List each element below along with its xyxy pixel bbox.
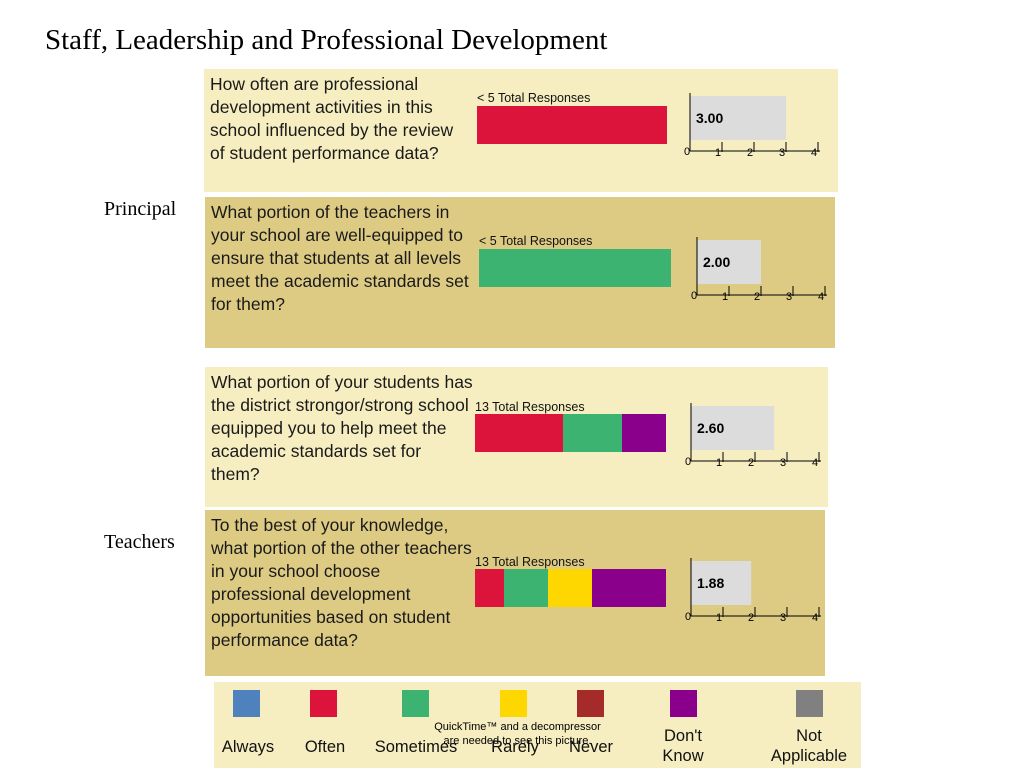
x-tick-label: 0 (691, 290, 697, 302)
x-tick-label: 4 (812, 612, 818, 624)
mean-bar (691, 406, 775, 450)
response-distribution-bar (475, 414, 666, 452)
x-tick-label: 3 (780, 612, 786, 624)
question-text: What portion of the teachers in your sch… (211, 202, 469, 314)
mean-score-chart: 3.00 0 1 2 3 4 (684, 93, 820, 159)
legend-label-never: Never (568, 738, 613, 756)
x-tick-label: 3 (780, 457, 786, 469)
mean-value-label: 3.00 (696, 110, 723, 126)
question-panel-1: What portion of the teachers in your sch… (205, 197, 835, 348)
question-text: What portion of your students has the di… (211, 372, 473, 484)
question-panel-3: To the best of your knowledge, what port… (205, 510, 825, 676)
legend-swatch-sometimes (402, 690, 429, 717)
mean-value-label: 2.60 (697, 420, 724, 436)
legend-label-rarely: Rarely (491, 738, 539, 756)
bar-segment-sometimes (562, 414, 623, 452)
x-tick-label: 1 (715, 147, 721, 159)
x-tick-label: 4 (812, 457, 818, 469)
mean-value-label: 1.88 (697, 575, 724, 591)
legend-label-not-applicable: Not Applicable (770, 727, 848, 765)
mean-score-chart: 1.88 0 1 2 3 4 (685, 558, 821, 624)
x-tick-label: 2 (754, 291, 760, 303)
legend-label-always: Always (221, 738, 275, 756)
legend: Always Often Sometimes Rarely Never Don'… (214, 682, 861, 768)
x-tick-label: 4 (811, 147, 817, 159)
quicktime-placeholder-note: QuickTime™ and a decompressor are needed… (434, 721, 601, 747)
x-tick-label: 3 (786, 291, 792, 303)
legend-swatch-dont-know (670, 690, 697, 717)
x-tick-label: 2 (748, 457, 754, 469)
bar-segment-rarely (547, 569, 592, 607)
response-distribution-bar (479, 249, 671, 287)
legend-label-sometimes: Sometimes (374, 738, 458, 756)
x-tick-label: 3 (779, 147, 785, 159)
legend-swatch-always (233, 690, 260, 717)
response-count: < 5 Total Responses (477, 91, 591, 105)
bar-segment-often (475, 569, 504, 607)
mean-bar (691, 561, 752, 605)
mean-score-chart: 2.00 0 1 2 3 4 (691, 237, 827, 303)
legend-swatch-not-applicable (796, 690, 823, 717)
x-tick-label: 0 (685, 456, 691, 468)
legend-label-dont-know: Don't Know (662, 727, 704, 765)
response-count: < 5 Total Responses (479, 234, 593, 248)
x-tick-label: 4 (818, 291, 824, 303)
x-tick-label: 2 (747, 147, 753, 159)
x-tick-label: 1 (716, 457, 722, 469)
response-distribution-bar (475, 569, 666, 607)
response-distribution-bar (477, 106, 667, 144)
bar-segment-sometimes (503, 569, 548, 607)
bar-segment-often (475, 414, 563, 452)
mean-bar (690, 96, 786, 140)
legend-swatch-never (577, 690, 604, 717)
group-label-teachers: Teachers (104, 531, 175, 553)
legend-swatch-often (310, 690, 337, 717)
x-tick-label: 0 (684, 146, 690, 158)
mean-value-label: 2.00 (703, 254, 730, 270)
response-count: 13 Total Responses (475, 400, 585, 414)
bar-segment-dont-know (591, 569, 666, 607)
x-tick-label: 1 (716, 612, 722, 624)
question-text: To the best of your knowledge, what port… (211, 515, 472, 650)
x-tick-label: 2 (748, 612, 754, 624)
x-tick-label: 0 (685, 611, 691, 623)
bar-segment-sometimes (479, 249, 671, 287)
mean-bar (697, 240, 761, 284)
legend-label-often: Often (304, 738, 346, 756)
group-label-principal: Principal (104, 198, 177, 220)
bar-segment-often (477, 106, 667, 144)
question-text: How often are professional development a… (210, 74, 454, 163)
response-count: 13 Total Responses (475, 555, 585, 569)
x-tick-label: 1 (722, 291, 728, 303)
slide-title: Staff, Leadership and Professional Devel… (45, 24, 608, 56)
bar-segment-dont-know (622, 414, 666, 452)
question-panel-2: What portion of your students has the di… (205, 367, 828, 507)
question-panel-0: How often are professional development a… (204, 69, 838, 192)
mean-score-chart: 2.60 0 1 2 3 4 (685, 403, 821, 469)
legend-swatch-rarely (500, 690, 527, 717)
